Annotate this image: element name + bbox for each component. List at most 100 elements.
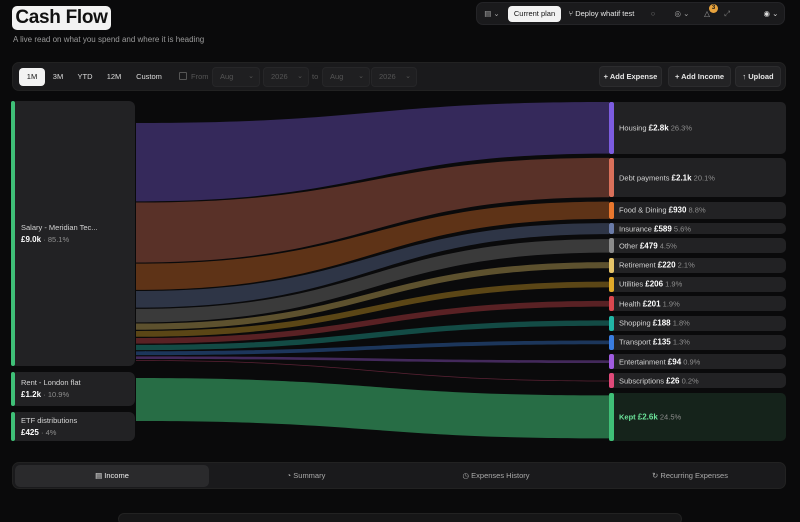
category-percent: 5.6% <box>673 224 692 234</box>
category-label: Kept <box>619 412 636 422</box>
category-text: Insurance £589 5.6% <box>619 224 691 233</box>
category-percent: 8.8% <box>688 205 706 215</box>
category-percent: 4.5% <box>659 241 677 251</box>
range-ytd-button[interactable]: YTD <box>77 72 93 81</box>
expense-category-node[interactable]: Food & Dining £930 8.8% <box>609 201 786 219</box>
expense-category-node[interactable]: Utilities £206 1.9% <box>609 276 786 292</box>
category-label: Transport <box>619 337 651 347</box>
category-color-bar <box>609 354 614 370</box>
category-text: Subscriptions £26 0.2% <box>619 376 699 385</box>
category-color-bar <box>609 257 614 273</box>
add-income-button[interactable]: + Add Income <box>668 66 731 87</box>
tab-label: Expenses History <box>471 471 530 480</box>
range-12m-button[interactable]: 12M <box>106 72 122 81</box>
range-3m-button[interactable]: 3M <box>52 72 64 81</box>
category-label: Housing <box>619 123 647 133</box>
flow-band <box>136 239 609 323</box>
category-text: Housing £2.8k 26.3% <box>619 123 692 132</box>
page-title: Cash Flow <box>12 6 111 30</box>
category-label: Food & Dining <box>619 205 667 215</box>
category-label: Other <box>619 241 638 251</box>
expense-category-node[interactable]: Subscriptions £26 0.2% <box>609 373 786 389</box>
tab-summary[interactable]: ◔ Summary <box>209 465 403 487</box>
source-label: Rent - London flat <box>21 378 81 387</box>
category-text: Transport £135 1.3% <box>619 338 690 347</box>
tab-label: Income <box>104 471 129 480</box>
category-amount: £188 <box>652 318 671 328</box>
source-amount-value: £1.2k <box>21 390 42 399</box>
category-percent: 0.2% <box>681 376 699 386</box>
source-amount-value: £425 <box>21 427 39 437</box>
expand-icon[interactable]: ⤢ <box>724 9 730 18</box>
income-source-node[interactable]: ETF distributions £425 · 4% <box>11 412 135 441</box>
to-year-select[interactable]: 2026 ⌄ <box>371 67 417 87</box>
category-color-bar <box>609 102 614 154</box>
expense-category-node[interactable]: Transport £135 1.3% <box>609 334 786 350</box>
tab-label: Summary <box>293 471 326 480</box>
category-amount: £2.1k <box>671 173 692 183</box>
category-percent: 1.3% <box>672 337 690 347</box>
from-year-select[interactable]: 2026 ⌄ <box>263 67 309 87</box>
expense-category-node[interactable]: Other £479 4.5% <box>609 238 786 254</box>
expense-category-node[interactable]: Kept £2.6k 24.5% <box>609 392 786 441</box>
source-amount: £1.2k · 10.9% <box>21 390 69 399</box>
from-month-select[interactable]: Aug ⌄ <box>212 67 260 87</box>
from-month-value: Aug <box>220 72 234 81</box>
category-color-bar <box>609 157 614 198</box>
range-1m-button[interactable]: 1M <box>19 68 45 86</box>
tab-recurring-expenses[interactable]: ↻ Recurring Expenses <box>593 465 787 487</box>
category-label: Subscriptions <box>619 376 665 386</box>
flow-band <box>136 157 609 263</box>
category-text: Debt payments £2.1k 20.1% <box>619 173 715 182</box>
category-color-bar <box>609 238 614 254</box>
expense-category-node[interactable]: Retirement £220 2.1% <box>609 257 786 273</box>
source-color-bar <box>11 412 15 441</box>
folder-icon[interactable]: ▤ ⌄ <box>484 9 500 18</box>
expense-category-node[interactable]: Insurance £589 5.6% <box>609 223 786 235</box>
tab-income[interactable]: ▤ Income <box>15 465 209 487</box>
top-toolbar: ▤ ⌄ Current plan ⑂ Deploy whatif test ○ … <box>476 2 785 25</box>
to-month-select[interactable]: Aug ⌄ <box>322 67 370 87</box>
flow-band <box>136 378 609 439</box>
bottom-panel <box>118 513 682 522</box>
category-label: Debt payments <box>619 173 670 183</box>
flow-band <box>136 201 609 290</box>
from-label: From <box>191 72 209 81</box>
category-color-bar <box>609 201 614 219</box>
deploy-button[interactable]: ⑂ Deploy whatif test <box>565 6 638 22</box>
category-percent: 26.3% <box>670 123 693 133</box>
tab-expenses-history[interactable]: ◷ Expenses History <box>399 465 593 487</box>
current-plan-button[interactable]: Current plan <box>508 6 561 22</box>
expense-category-node[interactable]: Health £201 1.9% <box>609 296 786 312</box>
category-text: Retirement £220 2.1% <box>619 261 695 270</box>
category-text: Shopping £188 1.8% <box>619 319 690 328</box>
category-percent: 0.9% <box>683 357 701 367</box>
category-color-bar <box>609 392 614 441</box>
folder-icon: ▤ <box>95 471 105 480</box>
source-color-bar <box>11 372 15 406</box>
category-label: Health <box>619 299 641 309</box>
income-source-node[interactable]: Salary - Meridian Tec... £9.0k · 85.1% <box>11 101 135 366</box>
expense-category-node[interactable]: Shopping £188 1.8% <box>609 315 786 331</box>
income-source-node[interactable]: Rent - London flat £1.2k · 10.9% <box>11 372 135 406</box>
from-year-value: 2026 <box>271 72 288 81</box>
expense-category-node[interactable]: Housing £2.8k 26.3% <box>609 102 786 154</box>
chevron-down-icon: ⌄ <box>405 73 411 80</box>
category-amount: £94 <box>667 357 682 367</box>
range-custom-button[interactable]: Custom <box>136 72 162 81</box>
expense-category-node[interactable]: Entertainment £94 0.9% <box>609 354 786 370</box>
expense-category-node[interactable]: Debt payments £2.1k 20.1% <box>609 157 786 198</box>
category-amount: £479 <box>639 241 658 251</box>
tab-label: Recurring Expenses <box>660 471 728 480</box>
globe-icon[interactable]: ◎ ⌄ <box>674 9 690 18</box>
category-amount: £589 <box>654 224 672 234</box>
add-expense-button[interactable]: + Add Expense <box>599 66 662 87</box>
chart-icon: ◔ <box>286 471 294 480</box>
flow-band <box>136 262 609 330</box>
upload-button[interactable]: ↑ Upload <box>735 66 781 87</box>
category-label: Insurance <box>619 224 652 234</box>
dot-icon[interactable]: ○ <box>650 9 656 18</box>
category-label: Retirement <box>619 260 656 270</box>
avatar-icon[interactable]: ◉ ⌄ <box>763 9 779 18</box>
bell-icon[interactable]: △ <box>704 9 710 18</box>
